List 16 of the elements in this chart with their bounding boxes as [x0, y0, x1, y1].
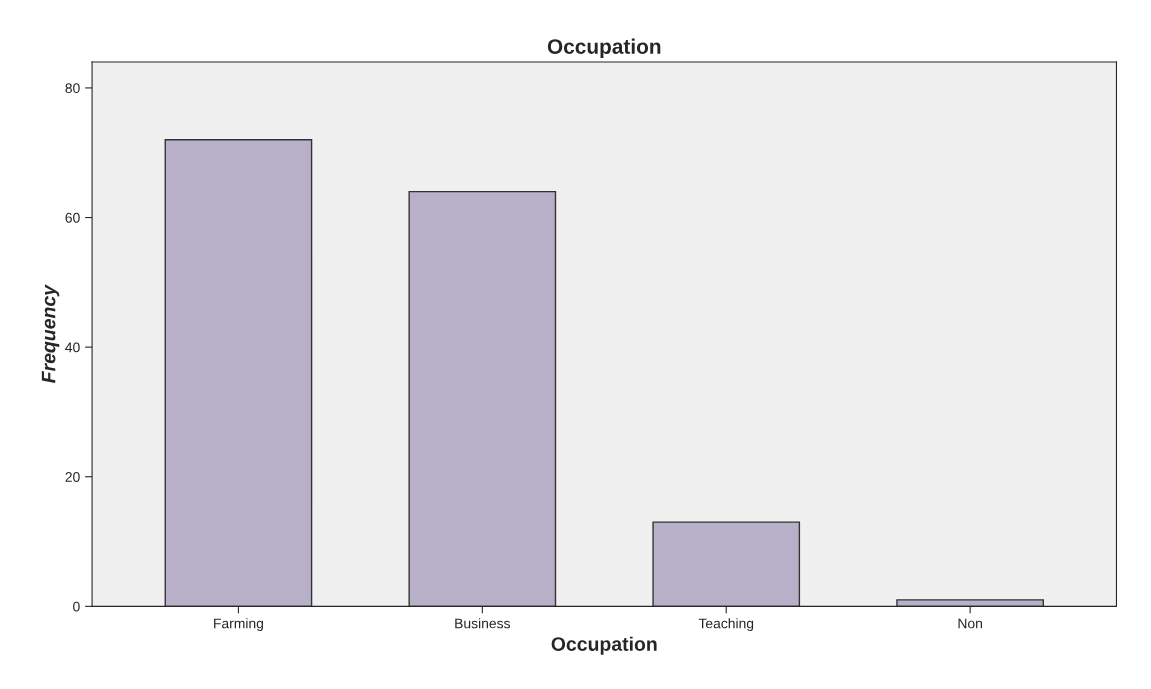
y-tick-label: 0: [73, 601, 80, 612]
bar: [896, 599, 1044, 607]
x-tick-label: Teaching: [698, 618, 754, 632]
y-tick-label: 20: [65, 472, 80, 482]
x-tick-label: Farming: [214, 618, 263, 632]
x-tick-label: Non: [958, 618, 982, 629]
x-tick-label: Business: [455, 618, 510, 629]
y-tick-label: 60: [65, 212, 80, 223]
bar: [164, 139, 313, 607]
y-axis-title: Frequency: [41, 284, 60, 383]
y-tick-label: 40: [65, 342, 80, 353]
chart-title: Occupation: [547, 38, 661, 58]
y-tick-label: 80: [65, 83, 80, 94]
bar: [408, 190, 557, 607]
bar: [652, 521, 801, 607]
x-axis-title: Occupation: [551, 636, 657, 655]
